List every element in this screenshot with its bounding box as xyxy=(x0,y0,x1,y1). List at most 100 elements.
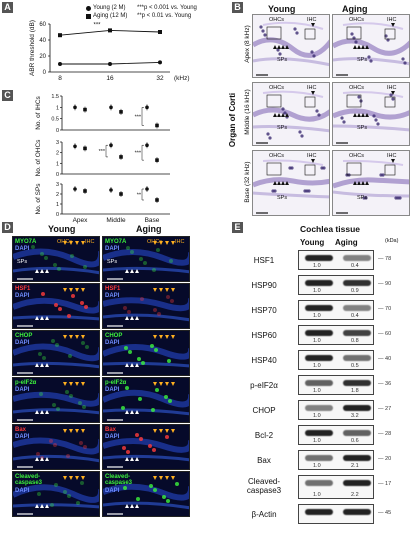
fluorescence-image-aging: MYO7A DAPI OHCs IHC SPs xyxy=(102,236,190,282)
dot-xtick-label: Base xyxy=(145,217,160,224)
tissue-section-icon xyxy=(253,90,329,144)
ohcs-tag: OHCs xyxy=(349,85,364,91)
abr-significance: *** xyxy=(93,22,101,28)
blot-protein-label: HSP90 xyxy=(251,281,277,290)
blot-kda-marker: — 78 xyxy=(378,256,392,262)
fluorescence-tissue-icon xyxy=(103,241,189,280)
blot-strip: 1.0 0.4 xyxy=(298,250,374,270)
ohcs-tag: OHCs xyxy=(269,17,284,23)
blot-quant-young: 1.0 xyxy=(313,413,321,419)
blot-quant-young: 1.0 xyxy=(313,438,321,444)
blot-protein-label: p-eIF2α xyxy=(250,381,278,390)
tissue-section-icon xyxy=(333,91,409,144)
legend-aging-note: **p < 0.01 vs. Young xyxy=(137,13,192,19)
blot-band-young xyxy=(305,430,333,436)
fluorescence-marker-label: Cleaved-caspase3 xyxy=(15,474,43,486)
dapi-label: DAPI xyxy=(105,246,120,252)
dot-significance: *** xyxy=(135,151,142,157)
sps-tag: SPs xyxy=(357,57,368,63)
blot-kda-marker: — 27 xyxy=(378,406,392,412)
fluorescence-image-aging: Bax DAPI xyxy=(102,424,190,470)
dapi-label: DAPI xyxy=(105,434,120,440)
blot-protein-label: Cleaved-caspase3 xyxy=(246,477,282,495)
ihc-tag: IHC xyxy=(307,153,317,159)
abr-point-1-0 xyxy=(58,33,62,38)
abr-threshold-chart: 0 20 40 60 8 16 32 (kHz) ABR threshold (dB) *** xyxy=(29,20,190,82)
ihc-tag: IHC xyxy=(387,153,397,159)
fluorescence-tissue-icon xyxy=(13,429,99,468)
abr-ytick-label: 60 xyxy=(39,22,46,28)
dot-point-1-1 xyxy=(119,192,123,196)
blot-band-aging xyxy=(343,480,371,486)
fluorescence-marker-label: p-eIF2α xyxy=(105,380,127,386)
abr-x-label: (kHz) xyxy=(174,75,190,82)
abr-legend: Young (2 M) ***p < 0.001 vs. Young Aging… xyxy=(86,4,226,20)
abr-ytick-label: 0 xyxy=(43,70,47,76)
fluorescence-tissue-icon xyxy=(103,476,189,515)
sps-tag: SPs xyxy=(277,125,288,131)
blot-kda-marker: — 20 xyxy=(378,456,392,462)
dot-significance: ** xyxy=(137,193,142,199)
fluorescence-image-aging: CHOP DAPI xyxy=(102,330,190,376)
ihc-tag: IHC xyxy=(307,85,317,91)
blot-band-aging xyxy=(343,255,371,261)
histology-row-label: Base (32 kHz) xyxy=(244,161,251,203)
blot-kda-marker: — 17 xyxy=(378,481,392,487)
blot-band-aging xyxy=(343,305,371,311)
fluorescence-image-young: CHOP DAPI xyxy=(12,330,100,376)
aging-marker-icon xyxy=(86,13,91,19)
dot-ytick-label: 1 xyxy=(56,161,59,167)
dapi-label: DAPI xyxy=(105,387,120,393)
blot-band-aging xyxy=(343,509,371,515)
dot-ytick-label: 2 xyxy=(56,192,59,198)
blot-strip: 1.0 0.9 xyxy=(298,275,374,295)
dot-ytick-label: 0.5 xyxy=(51,117,59,123)
fluorescence-marker-label: CHOP xyxy=(105,333,123,339)
tissue-section-icon xyxy=(253,21,329,76)
blot-protein-label: HSF1 xyxy=(253,256,275,265)
kda-unit: (kDa) xyxy=(385,238,399,244)
histology-image-young: OHCs IHC SPs xyxy=(252,82,330,146)
abr-point-0-2 xyxy=(158,60,162,65)
blot-band-young xyxy=(305,480,333,486)
dot-point-0-2 xyxy=(145,143,149,147)
sps-tag: SPs xyxy=(277,195,288,201)
histology-image-young: OHCs IHC SPs xyxy=(252,150,330,216)
sps-tag: SPs xyxy=(357,125,368,131)
panel-label-b: B xyxy=(232,2,243,13)
dot-ytick-label: 1 xyxy=(56,105,59,111)
dapi-label: DAPI xyxy=(105,340,120,346)
dot-point-1-2 xyxy=(155,158,159,162)
histology-col-aging: Aging xyxy=(342,4,368,14)
ihc-tag: IHC xyxy=(85,239,95,245)
blot-quant-young: 1.0 xyxy=(313,463,321,469)
blot-quant-aging: 0.6 xyxy=(351,438,359,444)
histology-row-label: Middle (16 kHz) xyxy=(244,89,251,135)
abr-point-0-0 xyxy=(58,62,62,66)
dot-point-1-0 xyxy=(83,189,87,193)
dot-ytick-label: 1.5 xyxy=(51,94,59,100)
fluorescence-image-young: p-eIF2α DAPI xyxy=(12,377,100,423)
histology-row-label: Apex (8 kHz) xyxy=(244,25,251,63)
sps-tag: SPs xyxy=(357,195,368,201)
dot-ytick-label: 1 xyxy=(56,202,59,208)
histology-image-aging: OHCs IHC SPs xyxy=(332,150,410,216)
dapi-label: DAPI xyxy=(15,246,30,252)
dot-point-0-0 xyxy=(73,105,77,110)
blot-kda-marker: — 45 xyxy=(378,510,392,516)
blot-strip xyxy=(298,504,374,524)
blot-kda-marker: — 60 xyxy=(378,331,392,337)
blot-band-young xyxy=(305,380,333,386)
fluorescence-marker-label: p-eIF2α xyxy=(15,380,37,386)
blot-quant-young: 1.0 xyxy=(313,313,321,319)
dapi-label: DAPI xyxy=(15,293,30,299)
legend-young-label: Young (2 M) xyxy=(93,5,126,11)
fluorescence-tissue-icon xyxy=(103,335,189,374)
fluorescence-tissue-icon xyxy=(13,288,99,327)
legend-aging-label: Aging (12 M) xyxy=(93,13,128,19)
dapi-label: DAPI xyxy=(15,340,30,346)
fluorescence-marker-label: Cleaved-caspase3 xyxy=(105,474,133,486)
dot-point-1-1 xyxy=(119,110,123,114)
blot-quant-young: 1.0 xyxy=(313,492,321,498)
abr-xtick-label: 32 xyxy=(156,75,164,82)
